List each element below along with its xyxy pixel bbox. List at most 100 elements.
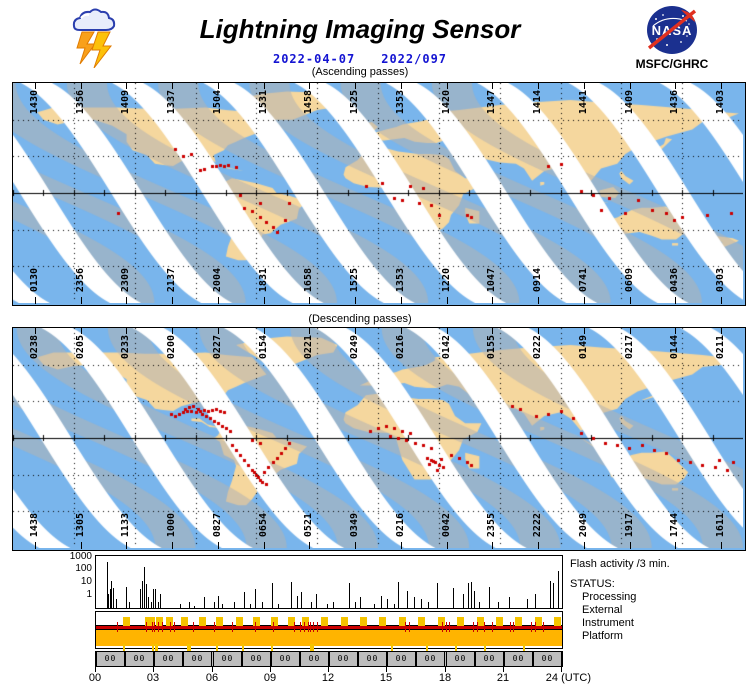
platform-status-cell[interactable]: 00 (504, 652, 533, 666)
map-bottom-tick (218, 297, 219, 304)
status-processing-block (216, 617, 223, 626)
ascending-world-map[interactable] (12, 82, 746, 306)
flash-activity-plot[interactable] (95, 555, 563, 609)
thunderstorm-cloud-icon (72, 8, 116, 68)
map-bottom-tick (492, 297, 493, 304)
status-processing-block (554, 617, 561, 626)
time-axis-label: 15 (379, 672, 393, 684)
map-top-tick (126, 327, 127, 334)
platform-status-cell[interactable]: 00 (96, 652, 125, 666)
time-axis-tick (153, 667, 154, 672)
map-top-tick (630, 82, 631, 89)
status-processing-block (379, 617, 386, 626)
flash-y-axis-labels: 1000 100 10 1 (48, 550, 92, 610)
descending-subtitle: (Descending passes) (308, 313, 412, 325)
map-bottom-time-label: 0521 (303, 513, 314, 538)
platform-status-cell[interactable]: 00 (125, 652, 154, 666)
platform-status-cell[interactable]: 00 (358, 652, 387, 666)
platform-status-cell[interactable]: 00 (387, 652, 416, 666)
flash-activity-bar (474, 591, 475, 608)
map-top-tick (447, 82, 448, 89)
map-bottom-tick (675, 542, 676, 549)
ascending-map-container: 1430 1356 1409 1337 1504 1531 1458 1525 1353 1420… (12, 82, 746, 306)
status-external-tick (317, 622, 318, 632)
descending-world-map[interactable] (12, 327, 746, 551)
platform-status-cell[interactable]: 00 (183, 652, 212, 666)
map-bottom-time-label: 1305 (75, 513, 86, 538)
platform-status-cell[interactable]: 00 (416, 652, 445, 666)
status-processing-block (199, 617, 206, 626)
map-top-tick (447, 327, 448, 334)
map-top-time-label: 1458 (303, 90, 314, 115)
flash-activity-bar (180, 604, 181, 608)
platform-status-cell[interactable]: 00 (300, 652, 329, 666)
map-bottom-tick (309, 297, 310, 304)
flash-activity-bar (489, 586, 490, 608)
map-top-tick (218, 82, 219, 89)
flash-activity-bar (355, 602, 356, 608)
status-separator (96, 625, 562, 626)
map-top-tick (492, 327, 493, 334)
status-external-tick (513, 622, 514, 632)
status-external-tick (294, 622, 295, 632)
platform-activity-blip (152, 644, 154, 651)
status-external-tick (304, 622, 305, 632)
flash-activity-bar (129, 602, 130, 608)
platform-status-cell[interactable]: 00 (213, 652, 242, 666)
legend-spacer (570, 571, 756, 578)
flash-activity-bar (394, 604, 395, 608)
platform-activity-blip (310, 644, 312, 651)
platform-status-cell[interactable]: 00 (242, 652, 271, 666)
platform-status-strip[interactable]: 00 00 00 00 00 00 00 00 00 00 00 00 00 00 00 00 (95, 651, 563, 667)
flash-activity-bar (558, 571, 559, 608)
map-top-time-label: 0233 (120, 335, 131, 360)
platform-status-cell[interactable]: 00 (475, 652, 504, 666)
map-bottom-tick (264, 542, 265, 549)
time-axis-label: 03 (146, 672, 160, 684)
platform-status-cell[interactable]: 00 (154, 652, 183, 666)
status-external-tick (446, 622, 447, 632)
status-processing-block (123, 617, 130, 626)
flash-activity-bar (126, 586, 127, 608)
map-bottom-tick (264, 297, 265, 304)
platform-status-cell[interactable]: 00 (329, 652, 358, 666)
platform-activity-blip (391, 644, 393, 651)
flash-y-tick-label: 100 (75, 563, 92, 574)
status-external-tick (146, 622, 147, 632)
map-bottom-tick (675, 297, 676, 304)
flash-activity-bar (153, 588, 154, 608)
platform-status-cell[interactable]: 00 (271, 652, 300, 666)
map-bottom-time-label: 1831 (258, 268, 269, 293)
platform-activity-blip (271, 644, 273, 651)
platform-status-cell[interactable]: 00 (533, 652, 562, 666)
time-axis-tick (386, 667, 387, 672)
map-top-tick (401, 327, 402, 334)
legend-status-title: STATUS: (570, 578, 615, 590)
map-top-time-label: 1414 (532, 90, 543, 115)
map-bottom-time-label: 0827 (212, 513, 223, 538)
flash-activity-bar (463, 594, 464, 608)
status-external-tick (409, 622, 410, 632)
map-top-time-label: 1504 (212, 90, 223, 115)
map-top-tick (218, 327, 219, 334)
date-doy: 2022/097 (381, 52, 448, 66)
map-top-tick (172, 327, 173, 334)
platform-status-cell[interactable]: 00 (446, 652, 475, 666)
map-top-time-label: 1409 (624, 90, 635, 115)
flash-activity-bar (189, 602, 190, 608)
flash-activity-bar (146, 584, 147, 608)
time-axis: 00 03 06 09 12 15 18 21 24 (UTC) (89, 667, 591, 689)
time-axis-label: 06 (205, 672, 219, 684)
flash-activity-bar (148, 597, 149, 608)
time-axis-tick (445, 667, 446, 672)
status-processing-block (515, 617, 522, 626)
date-iso: 2022-04-07 (272, 52, 356, 66)
map-bottom-time-label: 1047 (486, 268, 497, 293)
map-bottom-time-label: 1133 (120, 513, 131, 538)
flash-activity-bar (360, 597, 361, 608)
status-separator (96, 629, 562, 630)
map-top-time-label: 1356 (75, 90, 86, 115)
status-strip-plot[interactable] (95, 611, 563, 649)
status-processing-block (360, 617, 367, 626)
flash-activity-bar (278, 604, 279, 608)
